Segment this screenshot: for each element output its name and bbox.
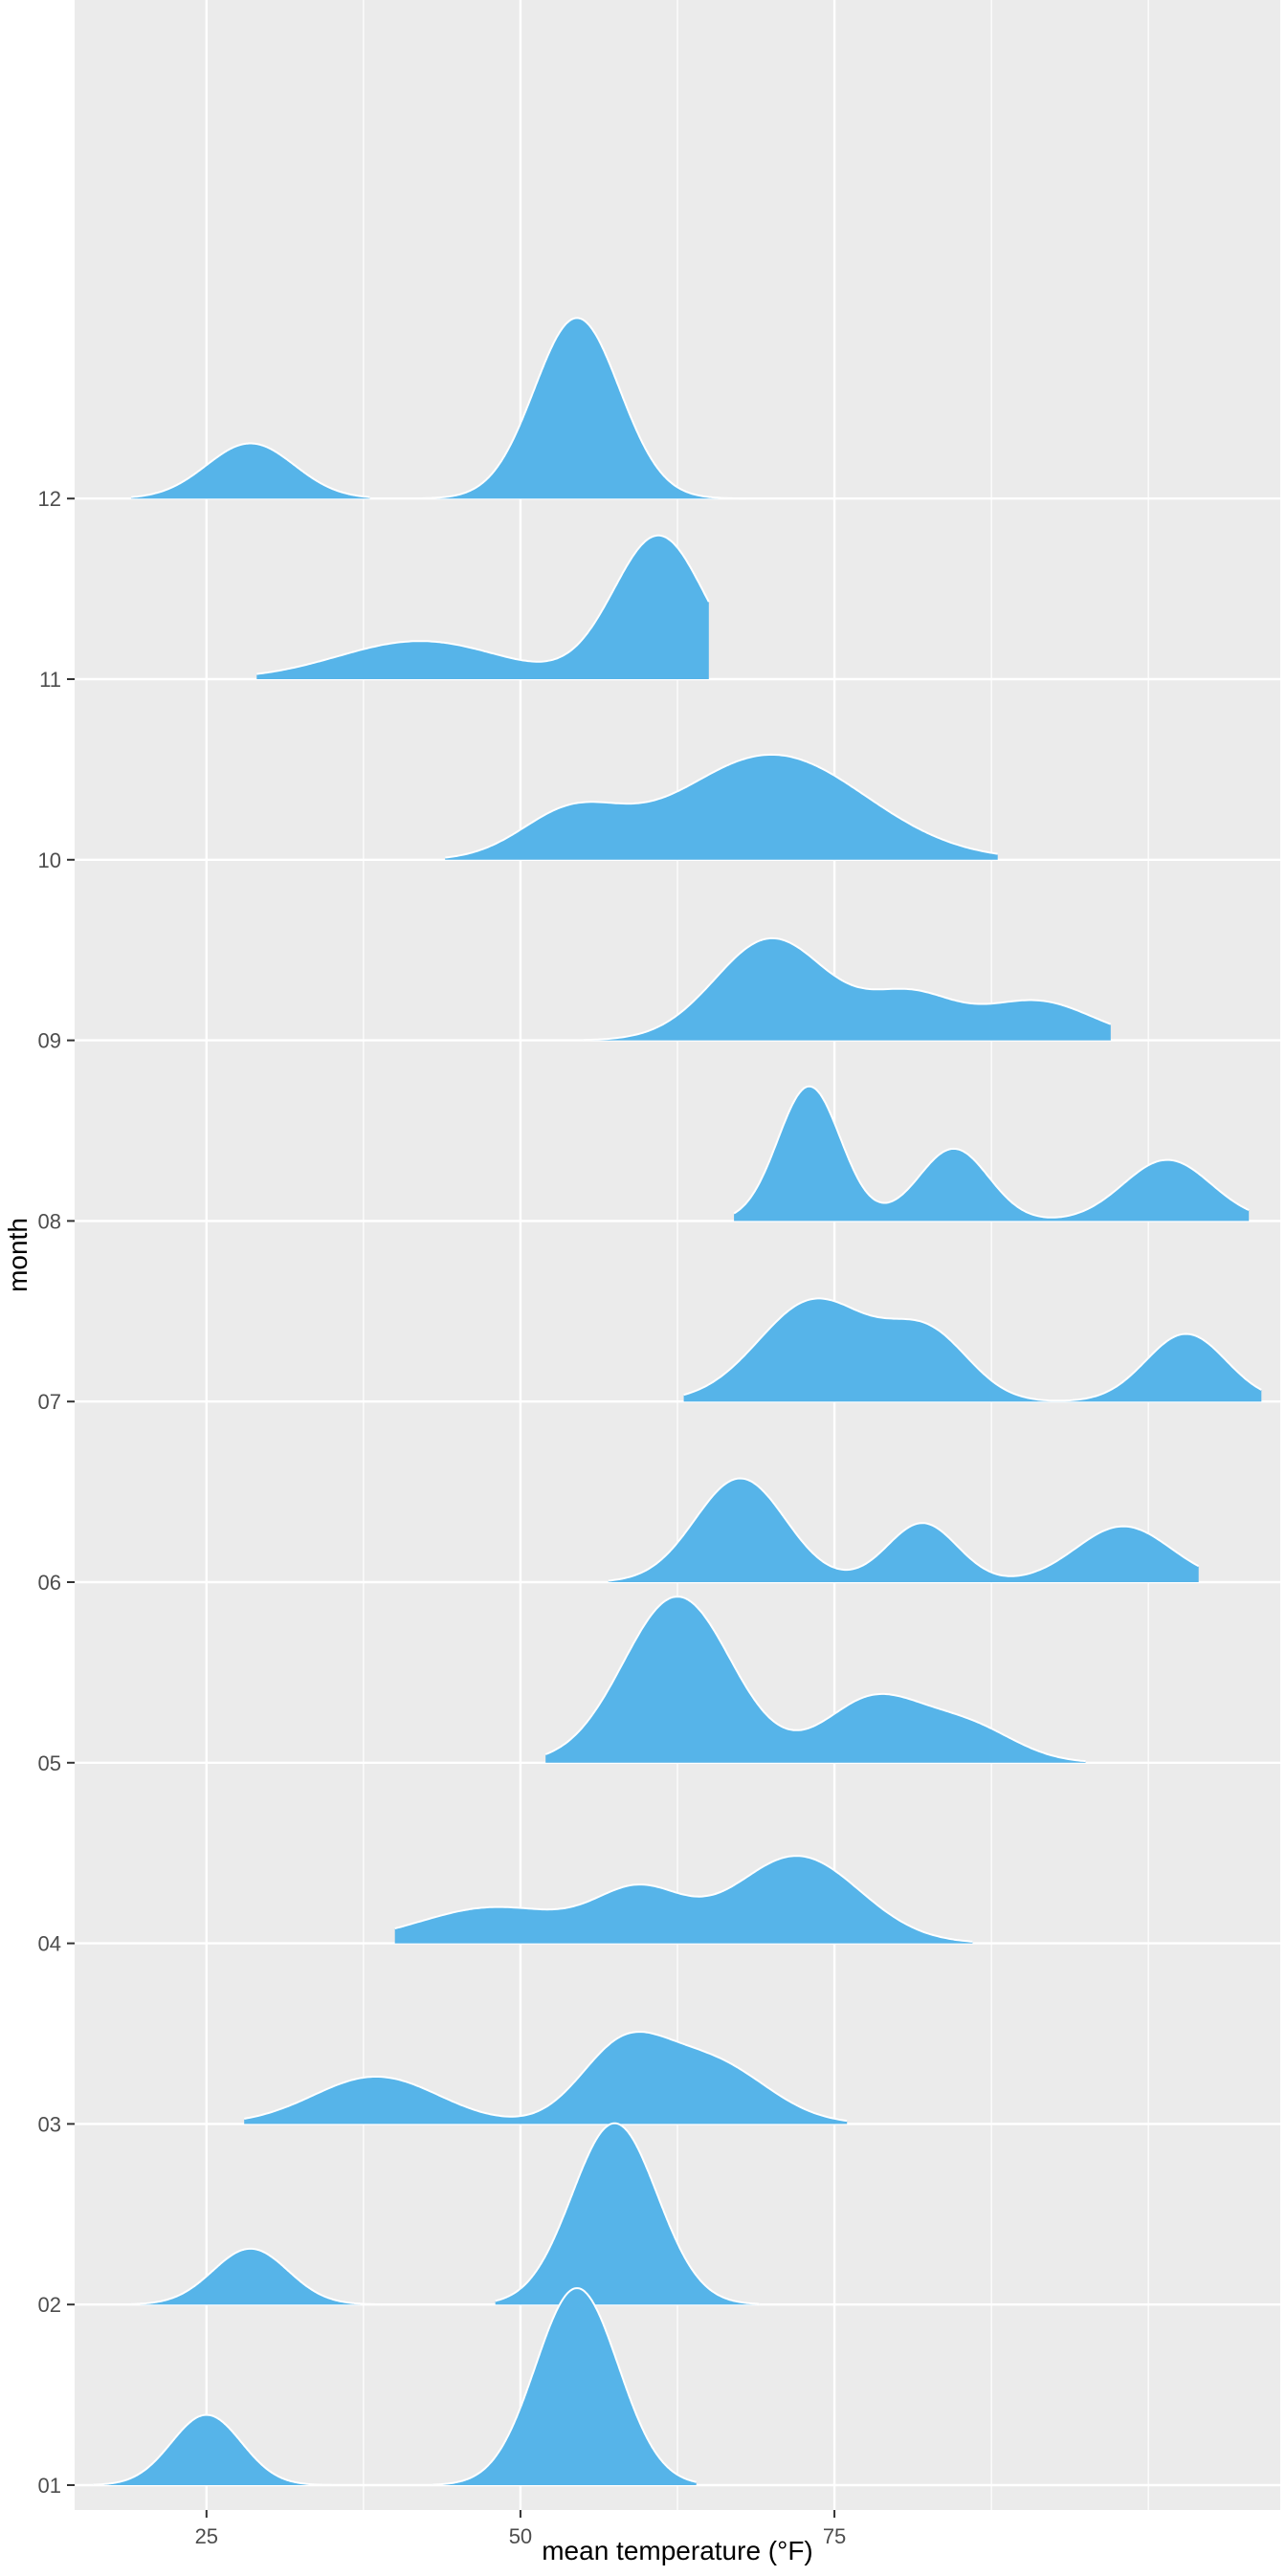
y-tick-label: 04 bbox=[38, 1932, 61, 1956]
axes: 25 50 75 01 02 03 04 05 06 07 08 09 10 11 12 bbox=[38, 487, 847, 2548]
ridge-04 bbox=[394, 1856, 973, 1944]
ridge-10 bbox=[445, 754, 998, 860]
ridge-06 bbox=[608, 1478, 1199, 1582]
ridge-12 bbox=[419, 318, 747, 499]
x-tick-label: 50 bbox=[509, 2524, 532, 2548]
ridge-02 bbox=[131, 2248, 383, 2305]
ridge-outline-12 bbox=[419, 317, 747, 500]
ridge-11 bbox=[256, 535, 709, 679]
x-tick-label: 25 bbox=[195, 2524, 218, 2548]
ridge-outline-04 bbox=[394, 1855, 973, 1943]
ridge-outline-11 bbox=[256, 534, 710, 675]
y-tick-label: 12 bbox=[38, 487, 61, 511]
ridge-12 bbox=[131, 443, 370, 499]
y-tick-label: 07 bbox=[38, 1390, 61, 1414]
ridge-outline-02 bbox=[131, 2247, 383, 2306]
y-tick-label: 06 bbox=[38, 1571, 61, 1595]
y-tick-label: 02 bbox=[38, 2293, 61, 2317]
y-tick-label: 11 bbox=[39, 668, 61, 692]
ridge-02 bbox=[495, 2123, 760, 2305]
ridges bbox=[93, 317, 1262, 2486]
y-axis-title: month bbox=[3, 1218, 33, 1292]
ridge-01 bbox=[93, 2414, 333, 2485]
y-tick-label: 10 bbox=[38, 848, 61, 872]
ridge-outline-09 bbox=[583, 936, 1112, 1042]
ridge-outline-02 bbox=[495, 2122, 760, 2305]
ridge-outline-08 bbox=[733, 1085, 1250, 1219]
y-tick-label: 01 bbox=[38, 2474, 61, 2498]
ridge-outline-06 bbox=[608, 1477, 1200, 1582]
ridge-outline-01 bbox=[93, 2413, 333, 2486]
ridge-outline-12 bbox=[131, 442, 370, 498]
ridge-01 bbox=[432, 2288, 697, 2485]
ridge-outline-10 bbox=[445, 753, 998, 859]
ridge-outline-03 bbox=[243, 2031, 848, 2123]
x-tick-label: 75 bbox=[823, 2524, 846, 2548]
x-axis-title: mean temperature (°F) bbox=[542, 2536, 813, 2565]
ridge-03 bbox=[244, 2032, 848, 2125]
ridge-05 bbox=[545, 1596, 1086, 1763]
ridge-outline-05 bbox=[544, 1596, 1086, 1763]
y-tick-label: 08 bbox=[38, 1209, 61, 1233]
ridge-outline-01 bbox=[432, 2287, 697, 2486]
y-tick-label: 03 bbox=[38, 2112, 61, 2136]
ridge-07 bbox=[683, 1298, 1262, 1402]
ridge-09 bbox=[583, 937, 1111, 1041]
y-tick-label: 09 bbox=[38, 1029, 61, 1053]
y-tick-label: 05 bbox=[38, 1751, 61, 1775]
ridge-outline-07 bbox=[683, 1297, 1262, 1402]
